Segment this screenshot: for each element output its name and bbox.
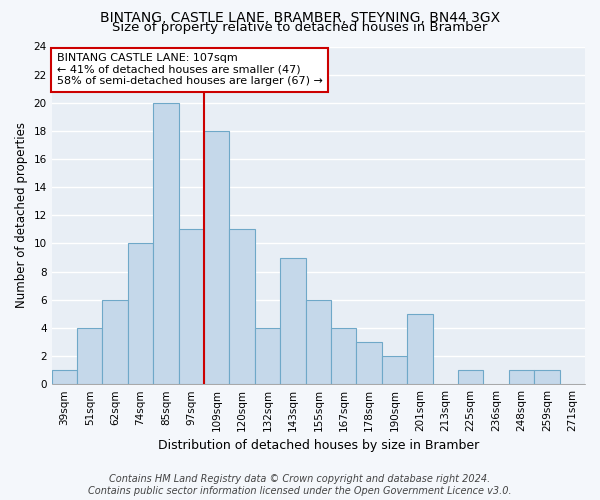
Bar: [153, 103, 179, 384]
Bar: [52, 370, 77, 384]
Text: BINTANG CASTLE LANE: 107sqm
← 41% of detached houses are smaller (47)
58% of sem: BINTANG CASTLE LANE: 107sqm ← 41% of det…: [57, 54, 323, 86]
Bar: [305, 300, 331, 384]
Bar: [534, 370, 560, 384]
Bar: [204, 131, 229, 384]
Bar: [280, 258, 305, 384]
Bar: [128, 244, 153, 384]
Bar: [407, 314, 433, 384]
Text: Size of property relative to detached houses in Bramber: Size of property relative to detached ho…: [112, 21, 488, 34]
Bar: [179, 230, 204, 384]
Bar: [255, 328, 280, 384]
Bar: [229, 230, 255, 384]
Bar: [356, 342, 382, 384]
Bar: [77, 328, 103, 384]
Bar: [331, 328, 356, 384]
Bar: [103, 300, 128, 384]
Bar: [509, 370, 534, 384]
X-axis label: Distribution of detached houses by size in Bramber: Distribution of detached houses by size …: [158, 440, 479, 452]
Text: Contains HM Land Registry data © Crown copyright and database right 2024.
Contai: Contains HM Land Registry data © Crown c…: [88, 474, 512, 496]
Bar: [458, 370, 484, 384]
Text: BINTANG, CASTLE LANE, BRAMBER, STEYNING, BN44 3GX: BINTANG, CASTLE LANE, BRAMBER, STEYNING,…: [100, 11, 500, 25]
Bar: [382, 356, 407, 384]
Y-axis label: Number of detached properties: Number of detached properties: [15, 122, 28, 308]
